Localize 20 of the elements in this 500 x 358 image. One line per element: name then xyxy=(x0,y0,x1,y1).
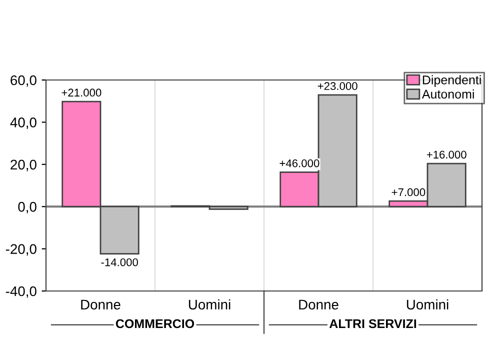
y-tick-label: -40,0 xyxy=(6,286,36,298)
x-tick-label: Uomini xyxy=(188,299,230,310)
annotation: +21.000 xyxy=(62,88,102,97)
text: COMMERCIO xyxy=(116,319,194,328)
annotation: +16.000 xyxy=(426,150,466,159)
y-tick-label: 0,0 xyxy=(18,202,36,214)
annotation: -14.000 xyxy=(101,258,138,266)
x-tick-label: Uomini xyxy=(406,299,448,310)
legend-label: Dipendenti xyxy=(422,75,481,87)
y-tick-label: 20,0 xyxy=(10,160,36,172)
x-tick-label: Donne xyxy=(299,300,338,310)
x-tick-label: Donne xyxy=(81,300,120,310)
y-tick-label: 40,0 xyxy=(10,118,36,130)
legend-label: Autonomi xyxy=(422,89,474,99)
y-tick-label: -20,0 xyxy=(6,244,36,256)
annotation: +7.000 xyxy=(392,188,426,196)
annotation: +23.000 xyxy=(318,82,358,90)
y-tick-label: 60,0 xyxy=(10,75,36,87)
annotation: +46.000 xyxy=(280,159,320,168)
text: ALTRI SERVIZI xyxy=(329,319,416,328)
